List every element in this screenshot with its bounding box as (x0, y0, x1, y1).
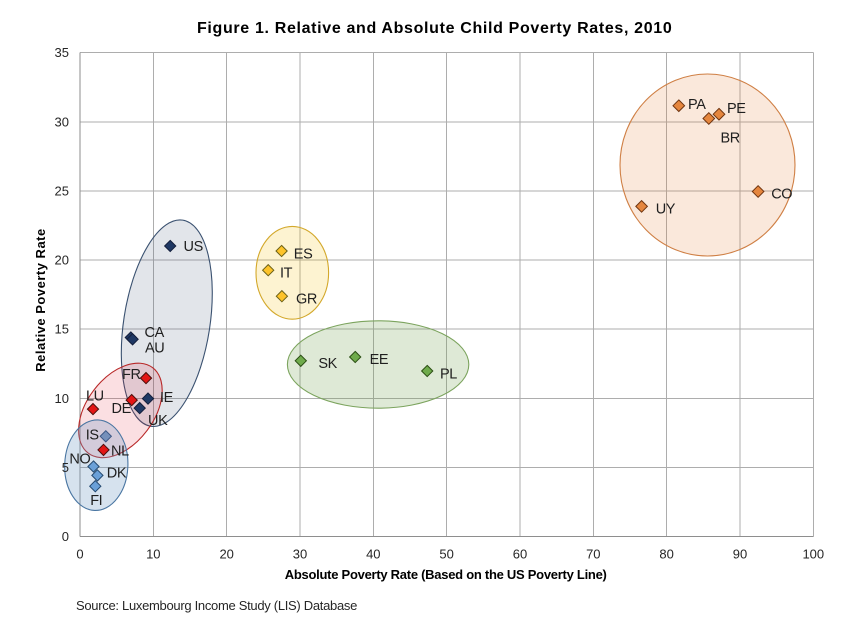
svg-text:PL: PL (440, 367, 457, 383)
svg-text:EE: EE (370, 352, 389, 368)
svg-text:UK: UK (148, 413, 168, 429)
svg-text:IT: IT (280, 266, 293, 282)
svg-text:FI: FI (90, 493, 102, 509)
svg-text:BR: BR (721, 130, 740, 146)
svg-text:CO: CO (771, 187, 792, 203)
svg-text:DK: DK (107, 466, 127, 482)
svg-text:NL: NL (111, 443, 129, 459)
svg-text:PA: PA (688, 97, 706, 113)
svg-text:70: 70 (586, 547, 600, 562)
svg-text:IS: IS (86, 428, 99, 444)
svg-text:NO: NO (69, 452, 90, 468)
svg-text:0: 0 (76, 547, 83, 562)
svg-text:Source: Luxembourg Income Stud: Source: Luxembourg Income Study (LIS) Da… (76, 598, 357, 613)
svg-text:FR: FR (122, 367, 141, 383)
svg-text:SK: SK (318, 356, 337, 372)
svg-text:90: 90 (733, 547, 747, 562)
svg-text:AU: AU (145, 341, 164, 357)
svg-text:60: 60 (513, 547, 527, 562)
svg-text:25: 25 (55, 183, 69, 198)
svg-text:20: 20 (219, 547, 233, 562)
svg-text:40: 40 (366, 547, 380, 562)
svg-text:10: 10 (146, 547, 160, 562)
svg-text:ES: ES (294, 247, 313, 263)
svg-text:35: 35 (55, 45, 69, 60)
svg-text:5: 5 (62, 460, 69, 475)
svg-text:50: 50 (439, 547, 453, 562)
svg-text:GR: GR (296, 291, 317, 307)
svg-text:US: US (184, 239, 203, 255)
svg-text:10: 10 (55, 391, 69, 406)
svg-text:PE: PE (727, 101, 746, 117)
svg-text:80: 80 (659, 547, 673, 562)
svg-text:CA: CA (145, 325, 165, 341)
svg-text:20: 20 (55, 253, 69, 268)
svg-text:100: 100 (802, 547, 824, 562)
svg-text:15: 15 (55, 322, 69, 337)
svg-text:IE: IE (160, 390, 174, 406)
svg-text:Figure 1. Relative and Absolut: Figure 1. Relative and Absolute Child Po… (197, 20, 672, 37)
svg-text:LU: LU (86, 389, 104, 405)
svg-text:30: 30 (293, 547, 307, 562)
svg-text:0: 0 (62, 529, 69, 544)
svg-text:UY: UY (656, 202, 676, 218)
svg-text:Relative Poverty Rate: Relative Poverty Rate (33, 228, 48, 371)
svg-text:Absolute Poverty Rate (Based o: Absolute Poverty Rate (Based on the US P… (285, 567, 607, 582)
svg-text:DE: DE (112, 401, 132, 417)
svg-text:30: 30 (55, 114, 69, 129)
